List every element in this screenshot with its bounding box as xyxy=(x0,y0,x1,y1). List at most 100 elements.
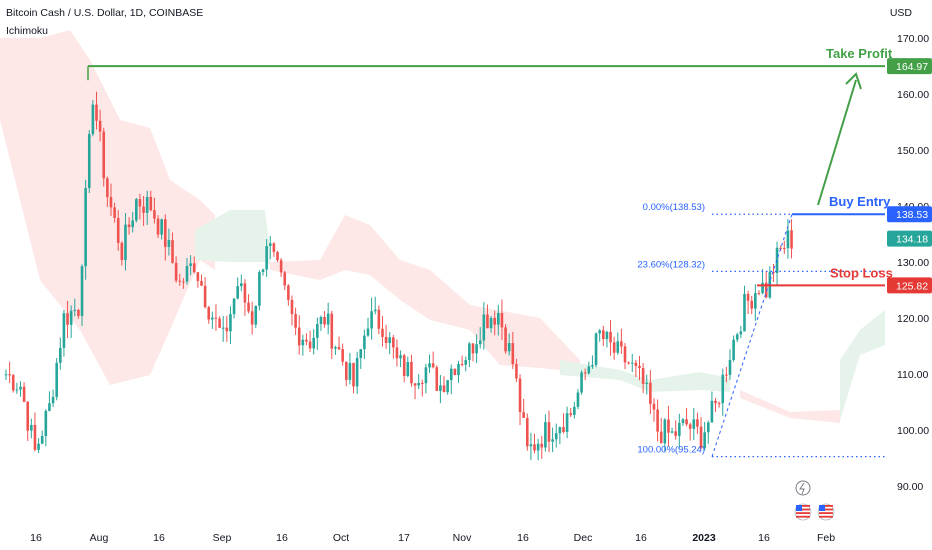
candle-body xyxy=(229,314,232,332)
us-flag-canton xyxy=(819,505,825,511)
fib-level-label: 0.00%(138.53) xyxy=(643,202,705,213)
candle-body xyxy=(475,344,478,354)
candle-body xyxy=(667,419,670,433)
target-arrow-head xyxy=(845,72,862,90)
candle-body xyxy=(163,219,167,247)
candle-body xyxy=(598,330,601,334)
candle-body xyxy=(417,382,420,386)
candle-body xyxy=(62,313,66,348)
fib-level-label: 23.60%(128.32) xyxy=(637,259,705,270)
ichimoku-cloud-green xyxy=(840,310,885,420)
candle-body xyxy=(402,355,406,376)
candle-body xyxy=(562,427,565,432)
candle-body xyxy=(536,443,540,451)
candle-body xyxy=(735,334,739,340)
candle-body xyxy=(721,374,725,404)
candle-body xyxy=(587,366,591,374)
candle-body xyxy=(98,120,102,132)
candle-body xyxy=(580,372,583,393)
candle-body xyxy=(670,431,674,433)
candle-body xyxy=(66,313,69,325)
candle-body xyxy=(279,260,283,273)
candle-body xyxy=(370,311,373,329)
candle-body xyxy=(428,363,431,368)
x-tick-label: Aug xyxy=(90,532,109,544)
candle-body xyxy=(160,219,163,235)
candle-body xyxy=(232,298,236,315)
candle-body xyxy=(533,444,536,451)
candle-body xyxy=(486,314,489,329)
candle-body xyxy=(725,374,728,376)
candle-body xyxy=(189,263,192,266)
candle-body xyxy=(91,104,95,135)
candle-body xyxy=(55,362,58,398)
y-tick-label: 90.00 xyxy=(897,481,923,493)
indicator-label[interactable]: Ichimoku xyxy=(6,25,49,37)
candle-body xyxy=(381,328,384,337)
candle-body xyxy=(250,311,254,325)
target-arrow-shaft xyxy=(817,79,857,206)
candle-body xyxy=(80,266,84,316)
x-tick-label: Oct xyxy=(333,532,349,544)
candle-body xyxy=(399,355,402,359)
candle-body xyxy=(449,368,453,381)
take-profit-price-tag-bg xyxy=(887,58,932,75)
candle-body xyxy=(500,313,504,328)
candle-body xyxy=(109,197,113,208)
candle-body xyxy=(439,385,442,391)
candle-body xyxy=(685,419,688,425)
candle-body xyxy=(605,331,609,340)
candle-body xyxy=(674,431,677,436)
candle-body xyxy=(634,362,638,366)
candle-body xyxy=(236,286,239,299)
candle-body xyxy=(30,424,33,431)
us-flag-stripe xyxy=(819,505,833,507)
candle-body xyxy=(468,343,471,361)
candle-body xyxy=(681,419,685,423)
candle-body xyxy=(688,424,692,429)
candle-body xyxy=(616,341,620,353)
candle-body xyxy=(312,337,315,349)
candle-body xyxy=(703,432,706,449)
candle-body xyxy=(547,422,551,442)
x-tick-label: 16 xyxy=(30,532,42,544)
us-flag-stripe xyxy=(819,512,833,514)
candle-body xyxy=(406,361,410,376)
stop-loss-price-tag-bg xyxy=(887,277,932,294)
candle-body xyxy=(384,336,388,344)
candle-body xyxy=(576,392,580,407)
candle-body xyxy=(750,300,754,309)
candle-body xyxy=(326,313,330,325)
us-flag-stripe xyxy=(819,515,833,518)
candle-body xyxy=(714,400,717,404)
candle-body xyxy=(69,310,73,325)
candle-body xyxy=(395,347,399,359)
candle-body xyxy=(706,422,710,433)
candle-body xyxy=(602,330,605,340)
candle-body xyxy=(337,347,341,350)
candle-body xyxy=(442,385,446,393)
candle-body xyxy=(728,359,732,375)
x-tick-label: 2023 xyxy=(692,532,716,544)
candle-body xyxy=(489,317,493,329)
candle-body xyxy=(623,346,627,363)
candle-body xyxy=(464,360,468,365)
candle-body xyxy=(156,218,160,235)
take-profit-price-tag: 164.97 xyxy=(896,61,928,73)
candle-body xyxy=(388,337,392,344)
candle-body xyxy=(77,309,80,316)
candle-body xyxy=(258,271,261,306)
y-tick-label: 130.00 xyxy=(897,257,929,269)
candle-body xyxy=(529,444,533,447)
candle-body xyxy=(540,443,544,448)
candle-body xyxy=(497,313,500,325)
us-flag-stripe xyxy=(796,505,810,507)
candle-body xyxy=(565,413,569,432)
candle-body xyxy=(261,269,265,272)
us-flag-canton xyxy=(796,505,802,511)
candle-body xyxy=(73,309,77,311)
candle-body xyxy=(22,386,26,402)
candle-body xyxy=(37,443,40,450)
candle-body xyxy=(334,347,337,349)
